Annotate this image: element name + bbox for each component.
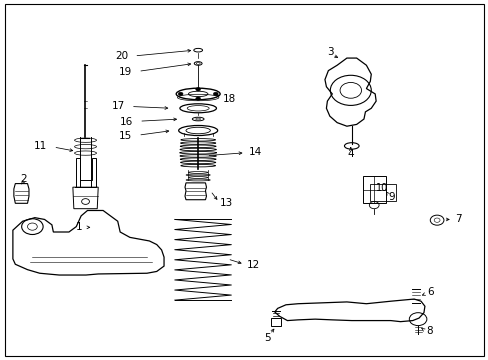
Text: 19: 19 [119,67,132,77]
Text: 15: 15 [119,131,132,141]
Text: 9: 9 [387,192,394,202]
Bar [271,319,281,326]
Text: 2: 2 [20,174,26,184]
Circle shape [213,92,218,96]
Text: 4: 4 [347,149,353,159]
Text: 8: 8 [425,326,431,336]
Text: 3: 3 [326,47,333,57]
Text: 6: 6 [427,287,433,297]
Circle shape [178,92,183,96]
Text: 10: 10 [375,183,387,193]
Circle shape [195,87,200,91]
Text: 13: 13 [220,198,233,208]
Text: 20: 20 [115,51,128,61]
Text: 17: 17 [112,102,125,112]
Text: 5: 5 [264,333,271,343]
Circle shape [195,97,200,100]
Text: 18: 18 [222,94,235,104]
Bar [369,184,395,201]
Text: 14: 14 [248,147,261,157]
Text: 7: 7 [454,215,461,224]
Text: 12: 12 [246,260,260,270]
Text: 1: 1 [76,222,82,232]
Text: 11: 11 [34,141,47,151]
Text: 16: 16 [120,117,133,127]
Bar [362,176,385,203]
